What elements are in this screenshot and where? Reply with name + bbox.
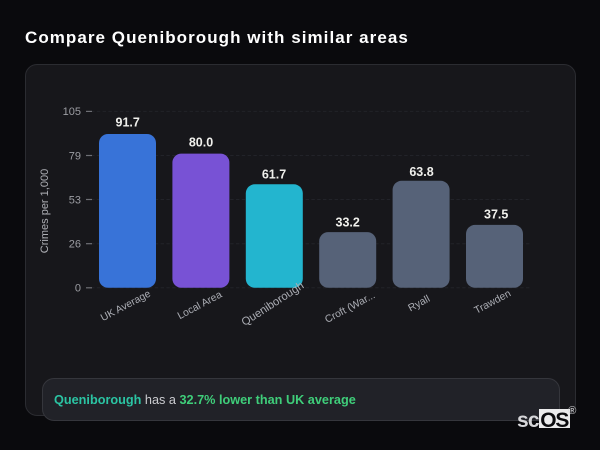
svg-text:Local Area: Local Area [176, 289, 224, 322]
svg-text:79: 79 [69, 150, 81, 162]
svg-text:Croft (War...: Croft (War... [323, 290, 377, 326]
svg-text:Crimes per 1,000: Crimes per 1,000 [39, 169, 51, 253]
svg-text:63.8: 63.8 [409, 165, 433, 179]
svg-text:Trawden: Trawden [473, 288, 513, 316]
svg-text:37.5: 37.5 [484, 208, 508, 222]
svg-text:26: 26 [69, 239, 81, 251]
svg-text:80.0: 80.0 [189, 135, 213, 149]
svg-text:53: 53 [69, 194, 81, 206]
svg-text:UK Average: UK Average [99, 288, 153, 324]
svg-text:33.2: 33.2 [336, 216, 360, 230]
svg-text:61.7: 61.7 [262, 167, 286, 181]
svg-text:105: 105 [63, 106, 81, 118]
svg-text:Ryall: Ryall [407, 294, 432, 314]
svg-text:91.7: 91.7 [116, 115, 140, 129]
svg-text:0: 0 [75, 283, 81, 295]
